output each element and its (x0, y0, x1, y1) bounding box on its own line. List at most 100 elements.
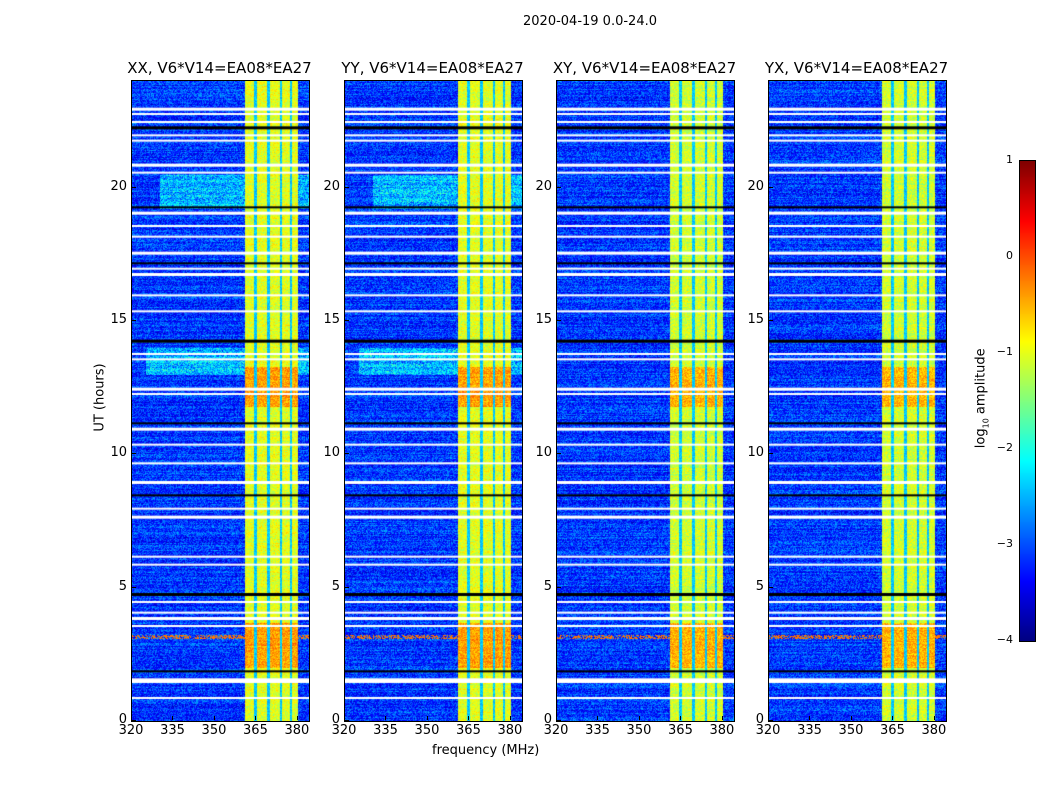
y-tick-mark (132, 453, 136, 455)
panel-title: YY, V6*V14=EA08*EA27 (341, 59, 524, 77)
y-tick-label: 20 (535, 178, 552, 194)
y-tick-label: 20 (747, 178, 764, 194)
colorbar-label: log10 amplitude (974, 338, 991, 458)
x-tick-label: 335 (160, 723, 185, 738)
y-tick-label: 15 (747, 312, 764, 327)
x-tick-mark (213, 716, 215, 720)
colorbar-tick-label: −2 (996, 441, 1013, 454)
x-tick-mark (172, 716, 174, 720)
colorbar-label-sub: 10 (981, 418, 991, 429)
x-tick-label: 380 (497, 723, 523, 738)
y-tick-mark (345, 586, 349, 588)
x-tick-mark (638, 716, 640, 720)
x-tick-mark (131, 716, 132, 720)
x-tick-label: 350 (414, 723, 440, 738)
y-tick-label: 20 (110, 178, 127, 194)
x-tick-mark (468, 716, 470, 720)
x-tick-label: 365 (668, 723, 693, 738)
y-tick-mark (557, 586, 561, 588)
x-tick-label: 320 (543, 723, 569, 738)
y-tick-label: 5 (118, 578, 127, 594)
y-tick-label: 5 (543, 578, 552, 594)
x-tick-label: 350 (626, 723, 652, 738)
y-tick-mark (557, 453, 561, 455)
y-tick-mark (132, 586, 136, 588)
x-tick-label: 365 (880, 723, 905, 738)
y-tick-mark (345, 186, 349, 188)
x-tick-label: 365 (243, 723, 268, 738)
y-tick-mark (769, 453, 773, 455)
y-tick-label: 20 (323, 178, 340, 194)
x-tick-mark (556, 716, 557, 720)
x-tick-mark (933, 716, 935, 720)
y-tick-mark (132, 320, 136, 321)
y-tick-label: 0 (118, 712, 127, 727)
y-tick-label: 15 (323, 312, 340, 327)
colorbar-tick-label: −1 (996, 345, 1013, 358)
colorbar-tick-label: 0 (1006, 249, 1013, 262)
x-tick-label: 380 (709, 723, 735, 738)
x-tick-label: 335 (797, 723, 822, 738)
y-tick-mark (557, 320, 561, 321)
x-tick-label: 350 (201, 723, 227, 738)
figure-title: 2020-04-19 0.0-24.0 (523, 14, 657, 29)
y-tick-label: 15 (110, 312, 127, 327)
colorbar-tick-label: 1 (1006, 153, 1013, 166)
x-tick-mark (385, 716, 387, 720)
colorbar-tick-label: −3 (996, 537, 1013, 550)
y-tick-label: 10 (110, 445, 127, 461)
x-tick-mark (509, 716, 511, 720)
y-tick-label: 15 (535, 312, 552, 327)
y-tick-mark (557, 720, 561, 721)
y-tick-mark (132, 720, 136, 721)
x-tick-mark (768, 716, 769, 720)
y-tick-label: 10 (323, 445, 340, 461)
x-tick-label: 380 (921, 723, 947, 738)
y-tick-label: 0 (331, 712, 340, 727)
x-tick-mark (892, 716, 894, 720)
y-tick-label: 10 (535, 445, 552, 461)
spectrogram-xy (556, 80, 735, 722)
y-tick-mark (345, 320, 349, 321)
x-tick-label: 320 (755, 723, 781, 738)
x-tick-mark (296, 716, 298, 720)
x-tick-mark (344, 716, 345, 720)
colorbar (1019, 160, 1036, 642)
x-tick-label: 335 (373, 723, 398, 738)
x-tick-label: 350 (838, 723, 864, 738)
x-tick-mark (721, 716, 723, 720)
x-tick-label: 335 (585, 723, 610, 738)
y-tick-mark (557, 186, 561, 188)
y-tick-mark (769, 586, 773, 588)
y-tick-label: 0 (543, 712, 552, 727)
x-tick-mark (426, 716, 428, 720)
y-tick-mark (132, 186, 136, 188)
spectrogram-yy (344, 80, 523, 722)
x-tick-mark (597, 716, 599, 720)
y-tick-mark (769, 186, 773, 188)
x-tick-mark (680, 716, 682, 720)
x-tick-mark (809, 716, 811, 720)
x-tick-label: 320 (118, 723, 144, 738)
panel-title: XX, V6*V14=EA08*EA27 (127, 59, 312, 77)
y-axis-label: UT (hours) (92, 363, 108, 432)
colorbar-label-suffix: amplitude (973, 348, 989, 419)
y-tick-label: 0 (755, 712, 764, 727)
colorbar-label-prefix: log (973, 428, 989, 449)
y-tick-mark (769, 320, 773, 321)
panel-title: YX, V6*V14=EA08*EA27 (764, 59, 949, 77)
y-tick-label: 10 (747, 445, 764, 461)
panel-title: XY, V6*V14=EA08*EA27 (552, 59, 737, 77)
x-tick-label: 320 (331, 723, 357, 738)
x-tick-label: 365 (456, 723, 481, 738)
x-tick-mark (255, 716, 257, 720)
spectrogram-xx (131, 80, 310, 722)
x-axis-label: frequency (MHz) (432, 743, 540, 758)
spectrogram-yx (768, 80, 947, 722)
x-tick-mark (850, 716, 852, 720)
y-tick-mark (769, 720, 773, 721)
y-tick-mark (345, 720, 349, 721)
y-tick-label: 5 (755, 578, 764, 594)
y-tick-label: 5 (331, 578, 340, 594)
x-tick-label: 380 (284, 723, 310, 738)
